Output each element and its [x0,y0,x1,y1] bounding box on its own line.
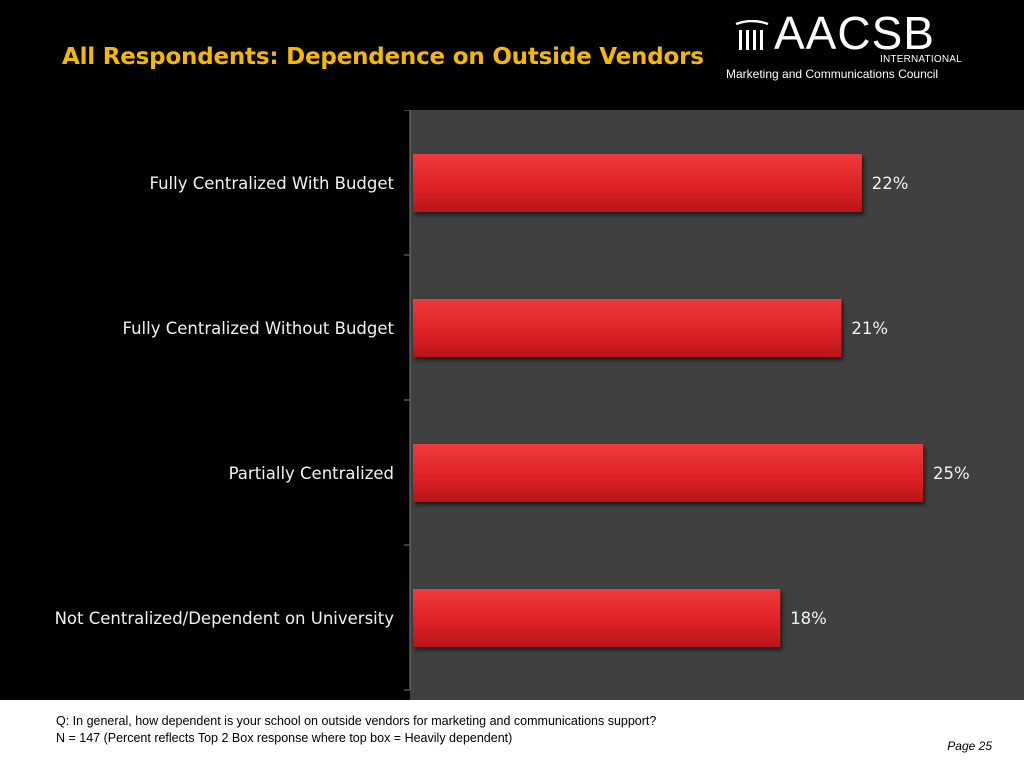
page-number: Page 25 [947,739,992,753]
category-label: Partially Centralized [229,464,394,483]
survey-question: Q: In general, how dependent is your sch… [56,714,657,728]
bar [413,444,923,502]
category-label: Fully Centralized Without Budget [123,319,395,338]
logo-wordmark: AACSB [774,7,935,59]
value-label: 25% [933,464,970,483]
value-label: 22% [872,174,909,193]
category-label: Not Centralized/Dependent on University [55,609,395,628]
logo-council: Marketing and Communications Council [726,67,939,81]
aacsb-logo: AACSB INTERNATIONAL Marketing and Commun… [726,7,974,88]
sample-note: N = 147 (Percent reflects Top 2 Box resp… [56,731,513,745]
bar [413,589,781,647]
category-label: Fully Centralized With Budget [150,174,395,193]
bar [413,154,862,212]
page-title: All Respondents: Dependence on Outside V… [62,44,704,70]
bar [413,299,842,357]
bar-chart: Fully Centralized With Budget Fully Centr… [55,110,1024,700]
value-label: 21% [851,319,888,338]
value-label: 18% [790,609,827,628]
footer: Q: In general, how dependent is your sch… [0,700,1024,768]
logo-international: INTERNATIONAL [880,54,962,65]
footer-notes: Q: In general, how dependent is your sch… [56,713,656,747]
column-logo-icon [735,20,769,50]
